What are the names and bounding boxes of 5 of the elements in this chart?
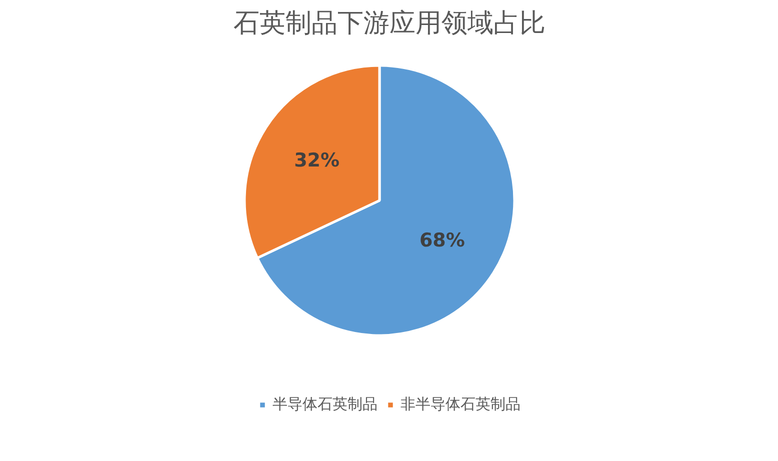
chart-title: 石英制品下游应用领域占比 [234,8,546,38]
legend-label: 半导体石英制品 [272,395,378,414]
legend-label: 非半导体石英制品 [400,395,520,414]
data-label: 68% [419,229,465,252]
data-label: 32% [294,150,340,172]
